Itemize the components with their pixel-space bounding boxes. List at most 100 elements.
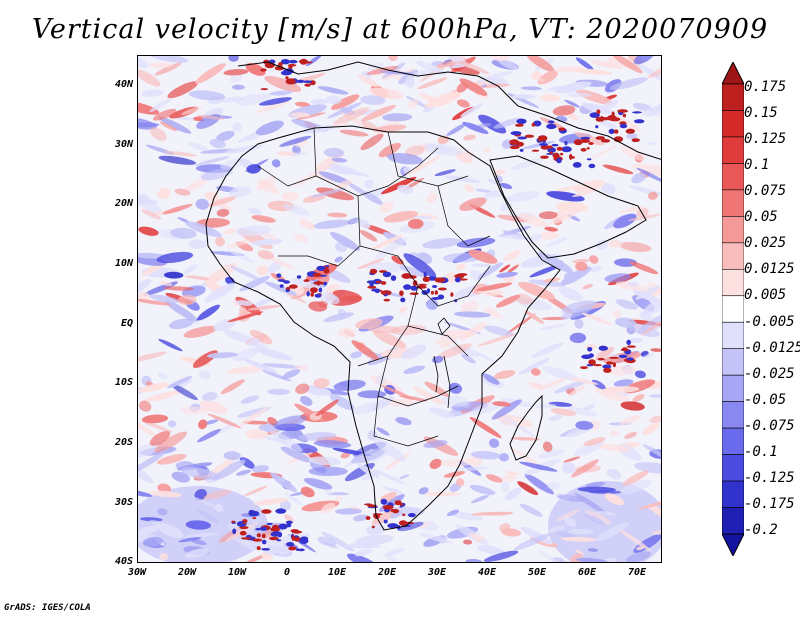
intense-cell [277,279,286,282]
downdraft-blob [158,155,197,165]
downdraft-blob [501,481,510,493]
intense-cell [383,298,391,302]
updraft-blob [622,470,649,486]
updraft-blob [542,441,553,453]
updraft-blob [584,510,612,525]
updraft-blob [539,94,561,102]
intense-cell [620,348,629,352]
updraft-blob [208,196,237,207]
updraft-blob [503,250,521,262]
intense-cell [303,279,310,282]
downdraft-blob [606,468,622,480]
intense-cell [547,120,555,124]
downdraft-blob [346,553,381,562]
colorbar-label: -0.125 [744,470,795,486]
updraft-blob [463,134,476,141]
downdraft-blob [166,376,193,389]
intense-cell [410,285,418,291]
colorbar-segment [722,163,744,191]
intense-cell [367,285,377,289]
updraft-blob [256,100,290,114]
intense-cell [374,288,380,294]
downdraft-blob [558,286,583,301]
downdraft-blob [522,140,556,150]
downdraft-blob [196,508,219,524]
africa-coastline [205,125,561,531]
downdraft-blob [181,467,219,480]
downdraft-blob [620,479,651,495]
intense-cell [586,158,592,161]
colorbar-label: 0.175 [744,79,787,95]
intense-cell [380,498,388,505]
downdraft-blob [594,522,630,542]
intense-cell [519,148,524,152]
intense-cell [283,68,294,74]
lat-label-10n: 10N [114,258,133,269]
downdraft-blob [390,510,402,519]
updraft-blob [494,413,533,428]
intense-cell [431,285,438,288]
updraft-blob [156,454,187,465]
downdraft-blob [590,557,618,562]
downdraft-blob [284,492,303,506]
downdraft-blob [303,477,333,490]
downdraft-blob [373,469,405,485]
downdraft-blob [476,70,514,83]
intense-cell [408,513,416,518]
updraft-blob [467,532,486,539]
updraft-blob [636,207,649,218]
intense-cell [283,280,290,284]
colorbar-label: -0.1 [744,444,778,460]
intense-cell [564,140,568,146]
downdraft-blob [138,452,165,474]
downdraft-blob [273,415,307,429]
updraft-blob [648,503,661,519]
downdraft-blob [581,102,614,115]
intense-cell [622,113,627,118]
intense-cell [286,78,296,81]
downdraft-blob [171,471,190,483]
colorbar [722,62,744,556]
updraft-blob [575,261,588,271]
lon-label-50e: 50E [527,567,547,578]
downdraft-blob [482,373,500,385]
downdraft-blob [519,503,543,517]
intense-cell [259,526,268,531]
updraft-blob [215,236,225,247]
downdraft-blob [460,103,484,118]
updraft-blob [226,365,266,374]
downdraft-blob [223,451,241,461]
downdraft-blob [204,282,236,303]
updraft-blob [492,401,511,407]
intense-cell [549,124,554,127]
intense-cell [588,142,594,145]
intense-cell [318,287,323,293]
intense-cell [626,357,634,361]
downdraft-blob [575,420,594,430]
updraft-blob [624,431,638,439]
updraft-blob [356,258,385,270]
intense-cell [390,275,397,281]
intense-cell [262,533,266,539]
colorbar-segment [722,189,744,217]
intense-cell [302,80,313,83]
updraft-blob [608,239,623,248]
updraft-blob [424,91,462,108]
updraft-blob [556,509,580,522]
downdraft-blob [196,304,220,321]
colorbar-label: 0.025 [744,235,787,251]
updraft-blob [361,121,379,131]
updraft-blob [459,197,487,211]
updraft-blob [477,333,516,347]
downdraft-blob [478,114,507,134]
intense-cell [515,123,524,127]
downdraft-blob [518,358,550,375]
updraft-blob [495,294,521,308]
updraft-blob [163,286,194,291]
downdraft-blob [613,379,634,387]
updraft-blob [599,444,631,452]
intense-cell [580,136,591,140]
velocity-field [138,56,661,562]
downdraft-blob [157,508,168,516]
updraft-blob [247,304,282,311]
